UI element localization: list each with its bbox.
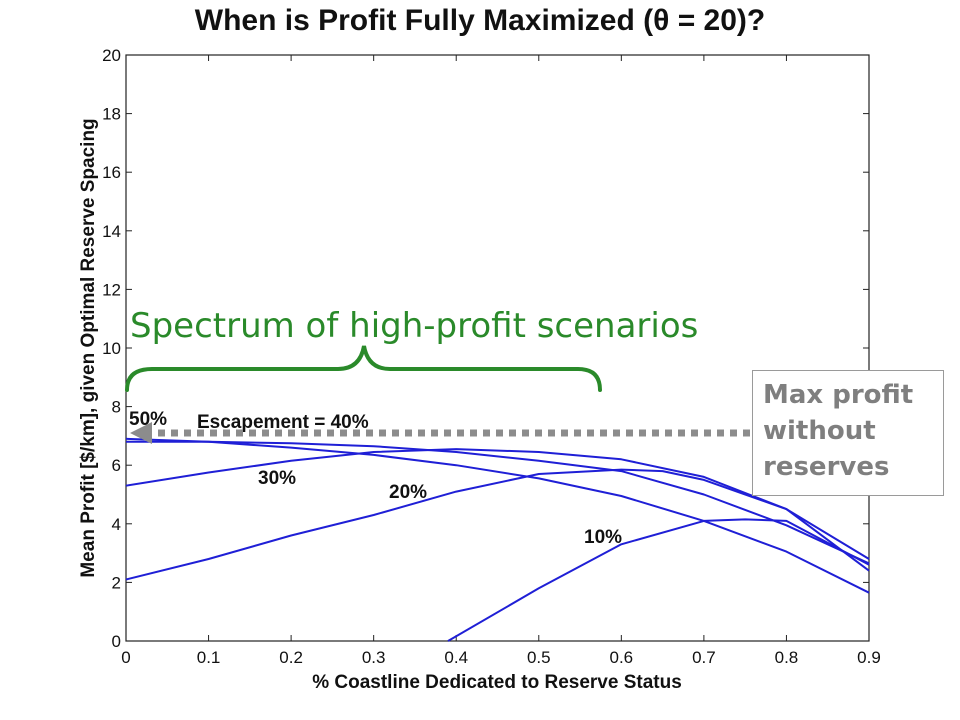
x-tick-label: 0.6	[610, 648, 634, 667]
max-profit-callout: Max profit without reserves	[752, 370, 944, 496]
series-label-30: 30%	[258, 468, 296, 489]
series-label-20: 20%	[389, 482, 427, 503]
y-tick-label: 10	[102, 339, 121, 358]
y-tick-label: 6	[112, 456, 121, 475]
curly-bracket	[125, 345, 602, 392]
callout-line-3: reserves	[763, 452, 890, 482]
x-tick-label: 0.2	[279, 648, 303, 667]
x-tick-label: 0.1	[197, 648, 221, 667]
x-tick-label: 0.9	[857, 648, 881, 667]
x-tick-label: 0.5	[527, 648, 551, 667]
axis-ticks: 0 0.1 0.2 0.3 0.4 0.5 0.6 0.7 0.8 0.9 0 2 4 6 8 10 12 14 1…	[102, 46, 881, 667]
plot-frame	[125, 54, 870, 642]
y-tick-label: 18	[102, 105, 121, 124]
series-lines	[125, 437, 870, 642]
series-label-10: 10%	[584, 527, 622, 548]
series-label-50: 50%	[129, 409, 167, 430]
series-line-2	[125, 448, 870, 560]
arrow-head	[130, 422, 152, 444]
x-tick-label: 0	[121, 648, 130, 667]
x-tick-label: 0.3	[362, 648, 386, 667]
y-tick-label: 16	[102, 163, 121, 182]
callout-line-1: Max profit	[763, 380, 914, 410]
y-axis-label: Mean Profit [$/km], given Optimal Reserv…	[78, 118, 99, 577]
series-line-0	[447, 518, 870, 642]
y-tick-label: 12	[102, 280, 121, 299]
series-label-40: Escapement = 40%	[197, 412, 369, 433]
y-tick-label: 8	[112, 398, 121, 417]
x-tick-label: 0.8	[775, 648, 799, 667]
x-tick-label: 0.7	[692, 648, 716, 667]
bracket-annotation-text: Spectrum of high-profit scenarios	[130, 306, 698, 346]
y-tick-label: 14	[102, 222, 121, 241]
series-line-4	[125, 437, 870, 594]
x-tick-label: 0.4	[444, 648, 468, 667]
y-tick-label: 0	[112, 632, 121, 651]
y-tick-label: 4	[112, 515, 121, 534]
y-tick-label: 20	[102, 46, 121, 65]
callout-line-2: without	[763, 416, 876, 446]
chart-title: When is Profit Fully Maximized (θ = 20)?	[194, 4, 766, 37]
y-tick-label: 2	[112, 573, 121, 592]
series-line-3	[126, 440, 870, 565]
x-axis-label: % Coastline Dedicated to Reserve Status	[312, 672, 682, 693]
series-line-1	[125, 468, 870, 581]
